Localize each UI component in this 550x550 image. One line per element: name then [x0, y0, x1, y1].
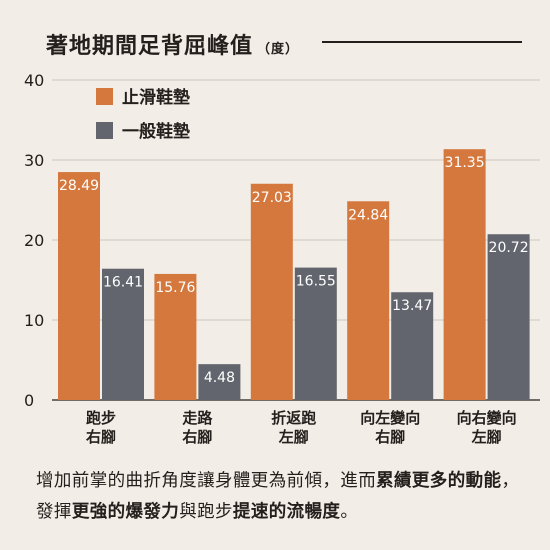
- data-label: 4.48: [204, 370, 235, 386]
- chart-caption: 增加前掌的曲折角度讓身體更為前傾，進而累績更多的動能，發揮更強的爆發力與跑步提速…: [36, 466, 526, 528]
- data-label: 20.72: [489, 240, 529, 256]
- data-label: 28.49: [59, 178, 99, 194]
- x-tick-label: 跑步右腳: [86, 409, 116, 446]
- y-tick-label: 30: [24, 151, 44, 170]
- caption-text: 增加前掌的曲折角度讓身體更為前傾，進而: [36, 471, 377, 491]
- bar: [250, 183, 293, 400]
- x-tick-label: 走路右腳: [182, 409, 213, 446]
- title-rule: [322, 41, 522, 43]
- bar: [347, 201, 390, 400]
- chart-title: 著地期間足背屈峰值 （度）: [46, 28, 299, 60]
- legend-label: 止滑鞋墊: [122, 87, 190, 108]
- caption-emphasis: 提速的流暢度: [232, 502, 341, 522]
- bar: [391, 292, 434, 400]
- x-tick-label: 向右變向左腳: [457, 409, 517, 446]
- caption-emphasis: 更強的爆發力: [71, 502, 180, 522]
- bar: [58, 172, 100, 400]
- data-label: 16.41: [103, 275, 143, 291]
- bar: [294, 267, 337, 400]
- x-tick-label: 向左變向右腳: [360, 409, 420, 446]
- caption-emphasis: 累績更多的動能: [376, 471, 502, 491]
- bar: [198, 364, 241, 400]
- data-label: 27.03: [252, 190, 292, 206]
- legend-swatch: [96, 88, 113, 105]
- chart-title-text: 著地期間足背屈峰值: [46, 34, 254, 59]
- y-tick-label: 0: [24, 391, 34, 410]
- bar: [154, 273, 197, 400]
- legend-label: 一般鞋墊: [122, 121, 190, 142]
- data-label: 15.76: [155, 280, 195, 296]
- data-label: 24.84: [348, 207, 388, 223]
- caption-text: ，發揮: [36, 471, 520, 522]
- y-tick-label: 40: [24, 71, 44, 90]
- caption-text: 。: [340, 502, 359, 522]
- data-label: 31.35: [445, 155, 485, 171]
- bar: [443, 149, 486, 400]
- y-tick-label: 20: [24, 231, 44, 250]
- data-label: 13.47: [392, 298, 432, 314]
- bar: [487, 234, 530, 400]
- legend-swatch: [96, 122, 113, 139]
- x-tick-label: 折返跑左腳: [271, 409, 316, 446]
- y-tick-label: 10: [24, 311, 44, 330]
- caption-text: 與跑步: [179, 502, 233, 522]
- chart-title-unit: （度）: [257, 42, 300, 57]
- data-label: 16.55: [296, 274, 336, 290]
- bar: [102, 268, 144, 400]
- bar-chart: 0 10 20 30 40 28.49 15.76 27.03 24.84 31.35 16.41 4…: [24, 71, 540, 446]
